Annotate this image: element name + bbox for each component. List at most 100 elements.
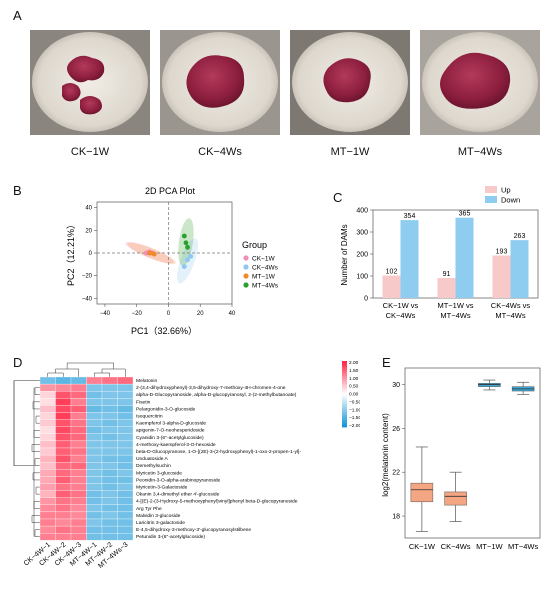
heatmap-cell bbox=[70, 454, 87, 463]
heatmap-row-label: 4-methoxy-kaempferol-3-O-hexoside bbox=[136, 442, 216, 448]
heatmap-cell bbox=[101, 440, 118, 449]
dams-bar-value: 102 bbox=[386, 269, 398, 276]
heatmap-cell bbox=[117, 533, 134, 541]
dams-category-line2: MT−4Ws bbox=[440, 311, 470, 320]
heatmap-scale-step bbox=[342, 412, 347, 415]
heatmap-cell bbox=[55, 391, 72, 399]
heatmap-cell bbox=[86, 504, 103, 513]
pca-legend-label: MT−4Ws bbox=[252, 283, 279, 290]
heatmap-cell bbox=[101, 469, 118, 477]
heatmap-cell bbox=[86, 525, 103, 534]
box-category-label: MT−4Ws bbox=[508, 542, 538, 551]
heatmap-cell bbox=[101, 525, 118, 534]
heatmap-cell bbox=[70, 511, 87, 520]
heatmap-cell bbox=[70, 476, 87, 484]
pca-ytick-label: 0 bbox=[89, 251, 93, 257]
panel-a-photos bbox=[30, 30, 540, 135]
heatmap-cell bbox=[101, 426, 118, 434]
heatmap-cell bbox=[101, 454, 118, 463]
heatmap-cell bbox=[101, 376, 118, 385]
heatmap-cell bbox=[70, 518, 87, 527]
dish-label-3: MT−1W bbox=[330, 146, 370, 158]
heatmap-cell bbox=[101, 518, 118, 527]
heatmap-cell bbox=[86, 454, 103, 463]
heatmap-cell bbox=[55, 462, 72, 470]
heatmap-scale-label: 0.00 bbox=[349, 392, 359, 398]
dams-bar bbox=[437, 277, 456, 298]
heatmap-cell bbox=[39, 483, 56, 491]
heatmap-cell bbox=[117, 469, 134, 477]
heatmap-scale-step bbox=[342, 362, 347, 365]
box-ytick-label: 26 bbox=[392, 426, 400, 433]
dams-ytick-label: 0 bbox=[364, 296, 368, 303]
heatmap-cell bbox=[39, 518, 56, 527]
heatmap-cell bbox=[70, 490, 87, 498]
photo-ck-1w bbox=[30, 30, 150, 135]
pca-ytick-label: 20 bbox=[85, 228, 92, 234]
panel-b-letter: B bbox=[13, 183, 22, 198]
heatmap-cell bbox=[101, 533, 118, 541]
dams-ytick-label: 300 bbox=[356, 230, 368, 237]
pca-ytick-label: 40 bbox=[85, 206, 92, 212]
heatmap-cell bbox=[117, 462, 134, 470]
heatmap-cell bbox=[55, 518, 72, 527]
heatmap-cell bbox=[39, 504, 56, 513]
heatmap-cell bbox=[70, 419, 87, 427]
heatmap-row-label: Isoquercitrin bbox=[136, 414, 163, 420]
panel-a-letter: A bbox=[13, 8, 22, 23]
heatmap-scale-step bbox=[342, 422, 347, 425]
dish-label-4: MT−4Ws bbox=[457, 146, 503, 158]
heatmap-cell bbox=[70, 398, 87, 406]
panel-c-letter: C bbox=[333, 190, 343, 205]
dams-category-line2: MT−4Ws bbox=[495, 311, 525, 320]
heatmap-row-label: Myricetin-3-Galactoside bbox=[136, 485, 188, 491]
heatmap-cell bbox=[70, 525, 87, 534]
heatmap-row-label: 2-(3,4-dihydroxyphenyl)-3,5-dihydroxy-7-… bbox=[136, 385, 286, 391]
heatmap-cell bbox=[86, 426, 103, 434]
heatmap-cell bbox=[55, 433, 72, 442]
heatmap-row-label: Melatonin bbox=[136, 378, 157, 384]
heatmap-cell bbox=[55, 533, 72, 541]
heatmap-cell bbox=[70, 433, 87, 442]
heatmap-cell bbox=[101, 462, 118, 470]
heatmap-scale-step bbox=[342, 407, 347, 410]
dams-legend-swatch bbox=[485, 186, 497, 193]
heatmap-cell bbox=[39, 391, 56, 399]
heatmap-row-label: Demethylsuchin bbox=[136, 463, 171, 469]
heatmap-cell bbox=[39, 525, 56, 534]
box-category-label: CK−4Ws bbox=[441, 542, 471, 551]
box-frame bbox=[404, 367, 541, 539]
heatmap-scale-step bbox=[342, 375, 347, 378]
pca-point bbox=[151, 251, 157, 257]
heatmap-cell bbox=[70, 391, 87, 399]
dams-ytick-label: 400 bbox=[356, 208, 368, 215]
heatmap-row-label: Laricitrin 3-galactoside bbox=[136, 520, 185, 526]
heatmap-cell bbox=[117, 412, 134, 420]
heatmap-cell bbox=[86, 376, 103, 385]
pca-plot: 2D PCA Plot −40 −20 0 20 40 40 20 0 −20 −40 PC1（… bbox=[66, 186, 279, 336]
heatmap-cell bbox=[55, 511, 72, 520]
heatmap-cell bbox=[55, 447, 72, 456]
heatmap-cell bbox=[101, 476, 118, 484]
photo-mt-1w bbox=[290, 30, 410, 135]
box-category-label: CK−1W bbox=[409, 542, 436, 551]
heatmap-cell bbox=[117, 497, 134, 505]
heatmap-scale-step bbox=[342, 415, 347, 418]
heatmap-row-label: Malvidin 3-glucoside bbox=[136, 513, 181, 519]
heatmap-cell bbox=[117, 525, 134, 534]
dams-legend-label: Down bbox=[501, 196, 520, 205]
heatmap-scale-label: −1.50 bbox=[349, 415, 360, 421]
melatonin-boxplot: 30 26 22 18 CK−1W CK−4Ws MT−1W MT−4Ws log2(mel… bbox=[381, 367, 541, 551]
heatmap-cell bbox=[101, 405, 118, 413]
heatmap-cell bbox=[55, 426, 72, 434]
heatmap-cell bbox=[86, 518, 103, 527]
heatmap-scale-label: −0.50 bbox=[349, 399, 360, 405]
heatmap-row-label: Okanin 3,4-dimethyl ether 4'-glucoside bbox=[136, 492, 220, 498]
heatmap-cell bbox=[117, 511, 134, 520]
heatmap-scale-step bbox=[342, 402, 347, 405]
box-ylabel: log2(melatonin content) bbox=[381, 413, 390, 497]
heatmap-cell bbox=[101, 497, 118, 505]
heatmap-scale-label: 1.50 bbox=[349, 368, 359, 374]
heatmap-cell bbox=[70, 469, 87, 477]
